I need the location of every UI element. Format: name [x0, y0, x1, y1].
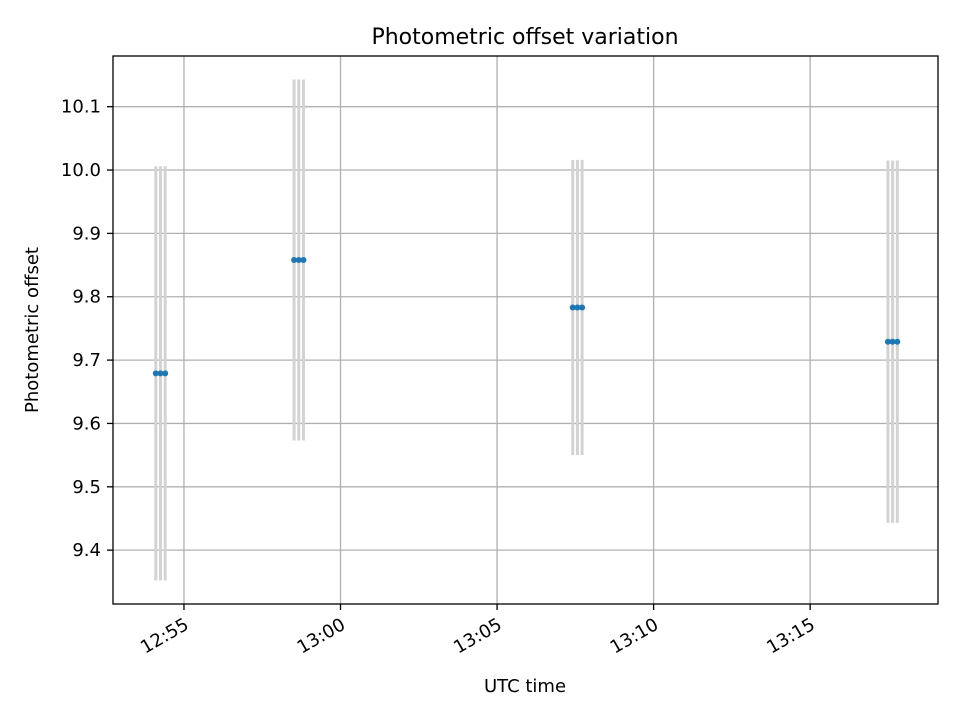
data-point [291, 256, 298, 263]
data-point [300, 256, 307, 263]
y-axis-label: Photometric offset [22, 247, 43, 413]
data-point [889, 338, 896, 345]
y-tick-label: 9.4 [72, 540, 101, 561]
y-tick-label: 9.7 [72, 350, 101, 371]
x-axis-label: UTC time [484, 676, 566, 697]
data-point [884, 338, 891, 345]
y-tick-label: 9.9 [72, 223, 101, 244]
data-point [152, 370, 159, 377]
data-point [574, 304, 581, 311]
data-point [894, 338, 901, 345]
data-points [152, 256, 901, 377]
data-point [162, 370, 169, 377]
data-point [579, 304, 586, 311]
data-point [157, 370, 164, 377]
y-tick-label: 9.8 [72, 287, 101, 308]
chart-title: Photometric offset variation [371, 25, 678, 50]
y-tick-label: 10.0 [61, 160, 101, 181]
data-point [295, 256, 302, 263]
y-tick-label: 10.1 [61, 97, 101, 118]
data-point [569, 304, 576, 311]
y-tick-label: 9.5 [72, 477, 101, 498]
plot-frame [112, 55, 939, 605]
y-tick-label: 9.6 [72, 413, 101, 434]
grid [113, 56, 938, 604]
